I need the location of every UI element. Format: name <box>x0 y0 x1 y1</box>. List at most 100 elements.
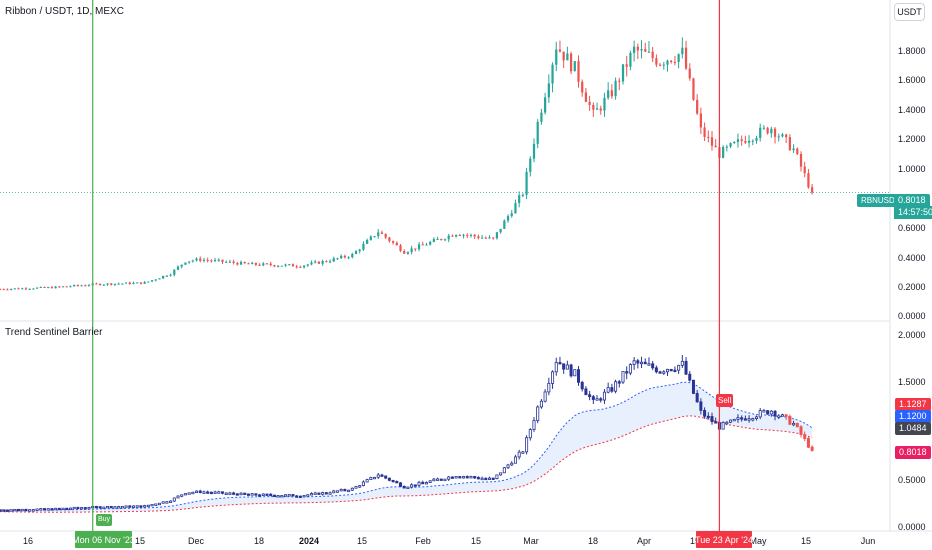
candle-body <box>61 286 65 288</box>
candle-body <box>625 64 628 67</box>
indicator-candle-body <box>439 478 443 481</box>
indicator-candle-body <box>636 360 640 364</box>
candle-body <box>540 112 543 122</box>
indicator-candle-body <box>235 493 239 496</box>
candle-body <box>603 97 606 111</box>
indicator-candle-body <box>539 400 543 408</box>
candle-body <box>143 282 146 284</box>
candle-body <box>306 264 309 266</box>
indicator-candle-body <box>369 477 373 481</box>
symbol-title[interactable]: Ribbon / USDT, 1D, MEXC <box>5 6 124 17</box>
time-axis-label: 2024 <box>298 536 320 546</box>
candle-body <box>247 263 250 265</box>
candle-body <box>636 46 639 51</box>
candle-body <box>265 263 269 265</box>
indicator-candle-body <box>810 446 814 451</box>
candle-body <box>670 60 673 62</box>
candle-body <box>588 101 591 106</box>
candle-body <box>362 243 365 250</box>
time-axis-label: Apr <box>636 536 652 546</box>
candle-body <box>6 289 9 291</box>
candle-body <box>169 274 172 276</box>
indicator-candle-body <box>740 417 744 420</box>
indicator-candle-body <box>551 371 555 384</box>
indicator-candle-body <box>387 477 391 481</box>
candle-body <box>217 259 220 261</box>
candle-body <box>395 242 398 246</box>
indicator-candle-body <box>313 492 317 495</box>
time-axis-label: 16 <box>22 536 34 546</box>
candle-body <box>277 265 280 267</box>
indicator-candle-body <box>691 379 695 394</box>
time-axis-label: May <box>749 536 767 546</box>
time-axis-label: 15 <box>356 536 368 546</box>
time-axis-label: Mar <box>523 536 539 546</box>
indicator-candle-body <box>680 360 684 366</box>
indicator-candle-body <box>154 503 158 506</box>
candle-body <box>403 250 406 254</box>
indicator-candle-body <box>502 467 506 474</box>
indicator-candle-body <box>128 505 132 508</box>
indicator-candle-body <box>669 368 673 372</box>
candle-body <box>150 280 154 282</box>
indicator-candle-body <box>335 490 339 493</box>
candle-body <box>221 259 224 262</box>
candle-body <box>399 245 402 251</box>
indicator-candle-body <box>766 410 770 415</box>
indicator-candle-body <box>469 476 473 479</box>
indicator-candle-body <box>643 361 647 365</box>
candle-body <box>755 137 758 141</box>
indicator-candle-body <box>513 456 517 464</box>
indicator-candle-body <box>157 502 161 506</box>
candle-body <box>736 139 740 143</box>
indicator-candle-body <box>506 464 510 469</box>
price-axis-label: 0.2000 <box>898 282 926 292</box>
candle-body <box>124 282 128 284</box>
candle-body <box>188 261 191 263</box>
indicator-candle-body <box>347 489 351 493</box>
indicator-candle-body <box>521 451 525 454</box>
indicator-candle-body <box>68 507 72 510</box>
band-fill <box>0 382 813 513</box>
candle-body <box>28 288 31 290</box>
candle-body <box>722 146 725 158</box>
indicator-candle-body <box>424 482 428 485</box>
indicator-candle-body <box>0 509 2 512</box>
candle-body <box>525 171 528 195</box>
candle-body <box>325 261 328 263</box>
indicator-candle-body <box>803 434 807 439</box>
price-axis-label: 1.4000 <box>898 105 926 115</box>
indicator-candle-body <box>72 506 76 510</box>
indicator-candle-body <box>324 492 328 495</box>
candle-body <box>447 235 450 240</box>
indicator-candle-body <box>224 492 228 495</box>
indicator-candle-body <box>610 387 614 392</box>
price-axis-label: 1.6000 <box>898 75 926 85</box>
indicator-candle-body <box>261 493 265 496</box>
currency-button[interactable]: USDT <box>894 3 925 21</box>
indicator-candle-body <box>714 421 718 424</box>
candle-body <box>521 194 524 196</box>
candle-body <box>584 92 588 102</box>
indicator-candle-body <box>250 493 254 496</box>
candle-body <box>644 49 647 52</box>
time-axis-label: 15 <box>689 536 701 546</box>
indicator-candle-body <box>654 367 658 373</box>
candle-body <box>729 143 732 147</box>
indicator-candle-body <box>272 494 276 497</box>
indicator-candle-body <box>799 426 803 435</box>
indicator-candle-body <box>784 414 788 417</box>
indicator-candle-body <box>565 364 569 370</box>
indicator-candle-body <box>436 478 440 481</box>
indicator-candle-body <box>239 492 243 496</box>
candle-body <box>610 90 613 97</box>
candle-body <box>302 265 306 268</box>
candle-body <box>740 139 743 141</box>
indicator-title[interactable]: Trend Sentinel Barrier <box>5 327 103 338</box>
indicator-candle-body <box>287 494 291 497</box>
time-axis-label: 18 <box>253 536 265 546</box>
indicator-candle-body <box>50 508 54 511</box>
candle-body <box>50 287 54 289</box>
indicator-candle-body <box>13 508 17 512</box>
